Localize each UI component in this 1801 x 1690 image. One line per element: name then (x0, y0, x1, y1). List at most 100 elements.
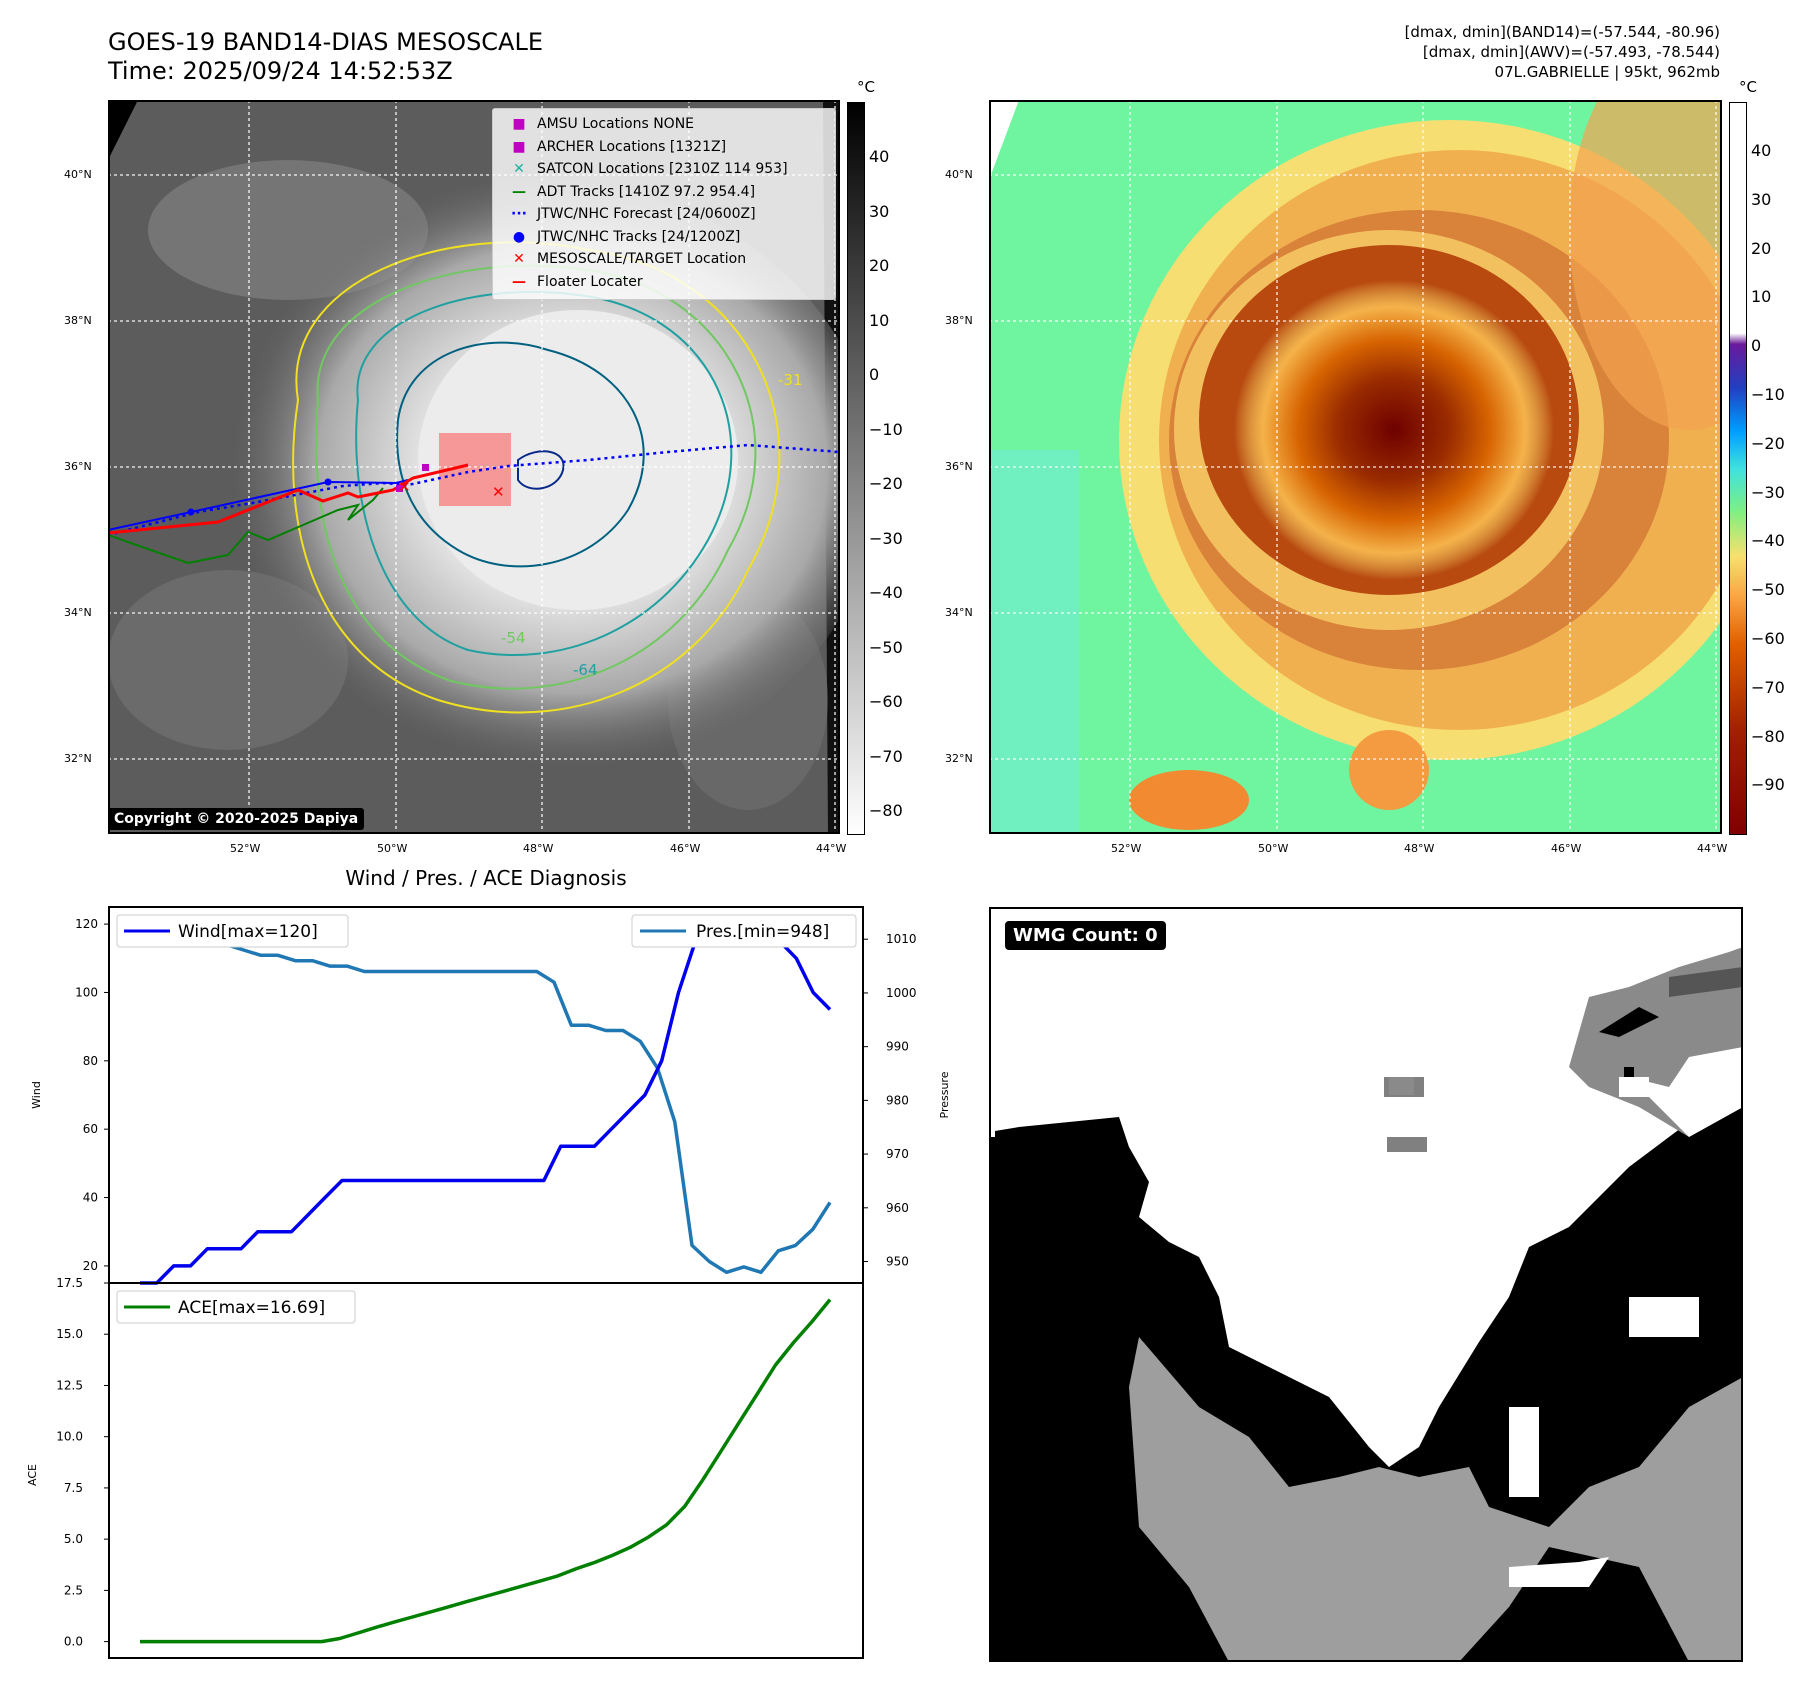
legend-marker-icon: — (512, 273, 526, 290)
color-colorbar-tick: −30 (1751, 482, 1785, 502)
wmg-frame (989, 907, 1743, 1662)
legend-item: — ADT Tracks [1410Z 97.2 954.4] (501, 181, 831, 204)
data-range-info: [dmax, dmin](BAND14)=(-57.544, -80.96) [… (1120, 22, 1720, 82)
wind-axis-label: Wind (30, 1081, 43, 1109)
pressure-axis-label: Pressure (938, 1071, 951, 1118)
band14-range: [dmax, dmin](BAND14)=(-57.544, -80.96) (1404, 23, 1720, 41)
ace-frame (108, 1282, 864, 1659)
ace-tick-label: 10.0 (56, 1430, 83, 1444)
legend-marker-icon: ✕ (513, 161, 525, 178)
color-colorbar (1729, 102, 1747, 835)
map-legend: ■ AMSU Locations NONE ■ ARCHER Locations [1… (492, 108, 836, 300)
gray-colorbar-tick: −30 (869, 528, 903, 548)
wind-tick-label: 40 (83, 1191, 98, 1205)
color-colorbar-tick: −40 (1751, 531, 1785, 551)
lat-label: 36°N (64, 460, 92, 473)
legend-label: JTWC/NHC Tracks [24/1200Z] (537, 228, 741, 245)
color-colorbar-tick: 0 (1751, 336, 1762, 356)
legend-label: ADT Tracks [1410Z 97.2 954.4] (537, 183, 756, 200)
color-colorbar-tick: −80 (1751, 726, 1785, 746)
legend-label: JTWC/NHC Forecast [24/0600Z] (537, 206, 756, 223)
gray-colorbar-unit: °C (857, 78, 875, 96)
legend-label: MESOSCALE/TARGET Location (537, 251, 747, 268)
svg-text:✕: ✕ (398, 478, 411, 496)
ace-legend: ACE[max=16.69] (116, 1290, 356, 1324)
legend-marker-icon: ■ (512, 138, 526, 155)
legend-item: ··· JTWC/NHC Forecast [24/0600Z] (501, 203, 831, 226)
diagnosis-title: Wind / Pres. / ACE Diagnosis (345, 866, 627, 890)
ace-tick-label: 5.0 (64, 1532, 83, 1546)
color-colorbar-tick: −70 (1751, 677, 1785, 697)
lon-label: 50°W (1258, 842, 1289, 855)
figure-time: Time: 2025/09/24 14:52:53Z (108, 57, 453, 85)
color-colorbar-tick: 10 (1751, 287, 1772, 307)
pressure-legend: Pres.[min=948] (631, 914, 857, 948)
lon-label: 46°W (670, 842, 701, 855)
wind-series-line (140, 922, 832, 1285)
lat-label: 36°N (945, 460, 973, 473)
gray-colorbar-tick: −50 (869, 637, 903, 657)
gray-colorbar-tick: −40 (869, 583, 903, 602)
wind-pres-frame (108, 906, 864, 1284)
lat-label: 32°N (64, 752, 92, 765)
pressure-tick-label: 970 (886, 1147, 909, 1161)
lon-label: 44°W (816, 842, 847, 855)
legend-marker-icon: ✕ (513, 251, 525, 268)
wind-tick-label: 100 (75, 985, 98, 999)
gray-colorbar-tick: 30 (869, 201, 890, 221)
lon-label: 48°W (1404, 842, 1435, 855)
wind-legend: Wind[max=120] (116, 914, 349, 948)
legend-item: — Floater Locater (501, 271, 831, 294)
wind-legend-label: Wind[max=120] (178, 922, 318, 942)
gray-colorbar-tick: −20 (869, 474, 903, 493)
contour-label-31: -31 (778, 371, 803, 389)
gray-colorbar (847, 102, 865, 835)
color-colorbar-tick: −50 (1751, 580, 1785, 600)
wind-tick-label: 80 (83, 1054, 98, 1068)
pressure-tick-label: 950 (886, 1255, 909, 1269)
storm-info: 07L.GABRIELLE | 95kt, 962mb (1494, 63, 1720, 81)
awv-map-frame (989, 100, 1722, 834)
gray-colorbar-tick: 10 (869, 310, 890, 330)
legend-item: ■ AMSU Locations NONE (501, 113, 831, 136)
lon-label: 50°W (377, 842, 408, 855)
lat-label: 32°N (945, 752, 973, 765)
pressure-series-line (140, 926, 832, 1275)
awv-range: [dmax, dmin](AWV)=(-57.493, -78.544) (1422, 43, 1720, 61)
lon-label: 48°W (523, 842, 554, 855)
gray-colorbar-tick: −80 (869, 801, 903, 820)
ace-legend-label: ACE[max=16.69] (178, 1298, 325, 1318)
wind-tick-label: 60 (83, 1122, 98, 1136)
pressure-tick-label: 1010 (886, 932, 917, 946)
legend-item: ■ ARCHER Locations [1321Z] (501, 136, 831, 159)
wmg-count-badge: WMG Count: 0 (1005, 921, 1166, 950)
contour-label-64: -64 (573, 661, 598, 679)
color-colorbar-unit: °C (1739, 78, 1757, 96)
legend-label: Floater Locater (537, 273, 643, 290)
gray-colorbar-tick: −10 (869, 419, 903, 439)
pressure-tick-label: 990 (886, 1040, 909, 1054)
wmg-panel: WMG Count: 0 (989, 907, 1743, 1662)
legend-label: SATCON Locations [2310Z 114 953] (537, 161, 788, 178)
gray-colorbar-tick: −70 (869, 746, 903, 766)
ir-map-panel: ✕ ✕ -31 -54 -64 ■ AMSU Locations NONE ■ ARC… (108, 100, 840, 834)
color-colorbar-tick: −90 (1751, 775, 1785, 795)
lat-label: 40°N (945, 168, 973, 181)
pressure-legend-label: Pres.[min=948] (696, 922, 829, 942)
lon-label: 46°W (1551, 842, 1582, 855)
wind-tick-label: 20 (83, 1259, 98, 1273)
gray-colorbar-tick: 20 (869, 256, 890, 275)
ace-tick-label: 0.0 (64, 1635, 83, 1649)
legend-marker-icon: — (512, 183, 526, 200)
awv-map-image (989, 100, 1722, 834)
color-colorbar-tick: −60 (1751, 629, 1785, 648)
legend-item: ✕ SATCON Locations [2310Z 114 953] (501, 158, 831, 181)
pressure-tick-label: 1000 (886, 986, 917, 1000)
ace-tick-label: 7.5 (64, 1481, 83, 1495)
svg-text:✕: ✕ (492, 483, 505, 501)
lat-label: 40°N (64, 168, 92, 181)
wmg-image (989, 947, 1743, 1662)
diagnosis-charts: Wind Pressure ACE 20 40 60 80 100 120 950 960 97… (26, 906, 951, 1659)
ace-axis-label: ACE (26, 1464, 39, 1486)
pressure-tick-label: 960 (886, 1201, 909, 1215)
